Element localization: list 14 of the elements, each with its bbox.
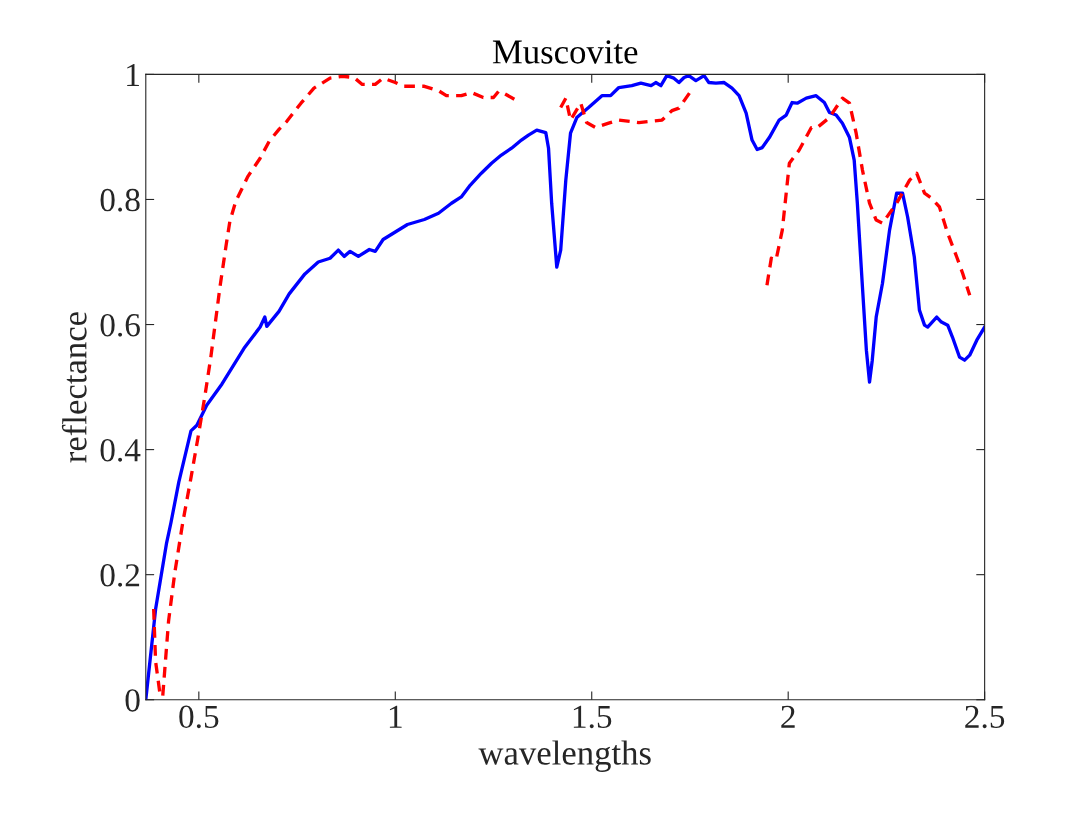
y-axis-title: reflectance xyxy=(61,312,87,463)
y-tick-label: 1 xyxy=(127,63,139,86)
y-tick-label: 0.6 xyxy=(100,313,140,337)
x-tick-label: 2 xyxy=(781,705,795,728)
y-tick-label: 0.2 xyxy=(100,564,140,587)
y-tick-label: 0 xyxy=(125,689,140,712)
x-tick-label: 2.5 xyxy=(965,705,1005,729)
x-tick-label: 1.5 xyxy=(573,705,612,729)
x-tick-label: 0.5 xyxy=(179,705,219,729)
x-axis-title: wavelengths xyxy=(478,740,651,772)
y-tick-label: 0.8 xyxy=(100,188,140,212)
x-tick-label: 1 xyxy=(389,705,402,728)
chart-title: Muscovite xyxy=(492,40,638,64)
y-tick-label: 0.4 xyxy=(100,439,141,462)
